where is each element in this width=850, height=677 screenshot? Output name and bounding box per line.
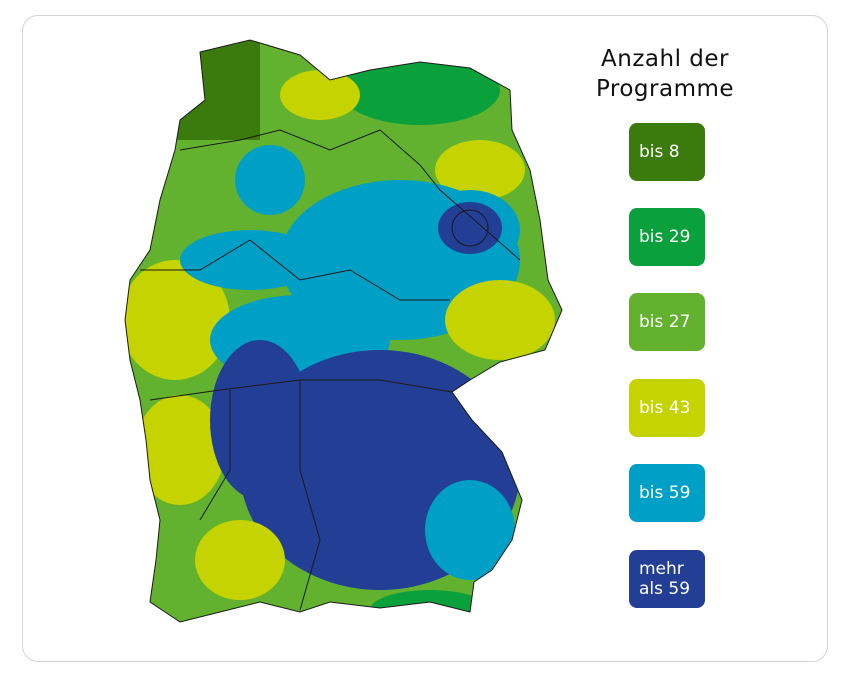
legend-item: mehr als 59 xyxy=(629,550,705,608)
area xyxy=(125,260,230,380)
legend-label: bis 8 xyxy=(639,142,680,162)
legend-label: bis 43 xyxy=(639,398,691,418)
area xyxy=(125,40,260,140)
legend-label: bis 59 xyxy=(639,483,691,503)
border xyxy=(140,239,450,301)
area xyxy=(445,280,555,360)
state-borders xyxy=(124,39,563,623)
legend-item: bis 27 xyxy=(629,293,705,351)
legend-label: bis 29 xyxy=(639,227,691,247)
area xyxy=(135,395,225,505)
legend-item: bis 59 xyxy=(629,464,705,522)
border xyxy=(199,390,231,521)
area xyxy=(180,230,320,290)
area xyxy=(280,70,360,120)
area xyxy=(435,140,525,200)
border xyxy=(299,380,321,611)
legend-item: bis 43 xyxy=(629,379,705,437)
area xyxy=(438,202,502,254)
area xyxy=(340,55,500,125)
area xyxy=(235,145,305,215)
legend-label: mehr als 59 xyxy=(639,559,691,599)
area xyxy=(425,480,515,580)
legend-title: Anzahl der Programme xyxy=(595,46,735,102)
legend-item: bis 29 xyxy=(629,208,705,266)
border xyxy=(451,209,489,247)
legend-label: bis 27 xyxy=(639,312,691,332)
area xyxy=(210,340,310,500)
border xyxy=(179,129,381,151)
legend-item: bis 8 xyxy=(629,123,705,181)
border xyxy=(124,39,563,623)
coverage-areas xyxy=(125,40,562,622)
area xyxy=(195,520,285,600)
border xyxy=(379,129,521,261)
